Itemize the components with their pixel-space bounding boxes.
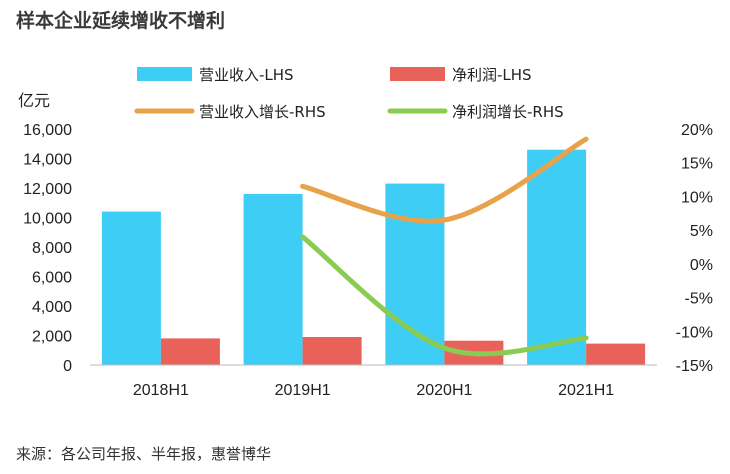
legend-label: 营业收入-LHS [199,66,294,84]
bars [101,149,646,365]
y-right-tick-label: 15% [681,156,713,173]
revenue-bar [527,149,587,365]
profit-bar [160,338,220,365]
revenue-bar [243,193,303,365]
y-left-tick-label: 8,000 [32,240,72,257]
legend-swatch [390,67,445,81]
x-tick-label: 2019H1 [275,382,331,399]
legend-swatch [137,67,192,81]
legend: 营业收入-LHS 净利润-LHS 营业收入增长-RHS 净利润增长-RHS [134,66,564,121]
growth-lines [300,136,589,357]
profit-bar [586,343,646,365]
y-right-tick-label: -10% [676,324,713,341]
y-right-tick-label: -15% [676,358,713,375]
legend-label: 净利润增长-RHS [452,103,564,121]
y-left-tick-label: 6,000 [32,270,72,287]
y-left-tick-label: 2,000 [32,329,72,346]
source-note: 来源：各公司年报、半年报，惠誉博华 [16,445,272,463]
y-left-tick-label: 14,000 [23,152,72,169]
y-right-axis: 20% 15% 10% 5% 0% -5% -10% -15% [676,122,713,375]
y-left-unit-label: 亿元 [18,92,50,110]
y-left-tick-label: 16,000 [23,122,72,139]
revenue-growth-line [300,136,589,224]
legend-label: 营业收入增长-RHS [199,103,326,121]
y-right-tick-label: 5% [690,223,713,240]
y-right-tick-label: 20% [681,122,713,139]
x-tick-label: 2020H1 [416,382,472,399]
x-axis: 2018H1 2019H1 2020H1 2021H1 [133,382,614,399]
legend-label: 净利润-LHS [452,66,532,84]
y-left-tick-label: 0 [63,358,72,375]
y-right-tick-label: 0% [690,257,713,274]
chart-title: 样本企业延续增收不增利 [16,10,226,32]
y-left-tick-label: 12,000 [23,181,72,198]
profit-bar [302,337,362,365]
y-left-tick-label: 4,000 [32,299,72,316]
x-tick-label: 2021H1 [558,382,614,399]
revenue-bar [101,211,161,365]
revenue-bar [385,183,445,365]
y-right-tick-label: -5% [685,291,713,308]
x-tick-label: 2018H1 [133,382,189,399]
y-left-tick-label: 10,000 [23,211,72,228]
y-right-tick-label: 10% [681,189,713,206]
profit-growth-line [300,234,589,357]
y-left-axis: 16,000 14,000 12,000 10,000 8,000 6,000 4,000 2… [23,122,72,375]
